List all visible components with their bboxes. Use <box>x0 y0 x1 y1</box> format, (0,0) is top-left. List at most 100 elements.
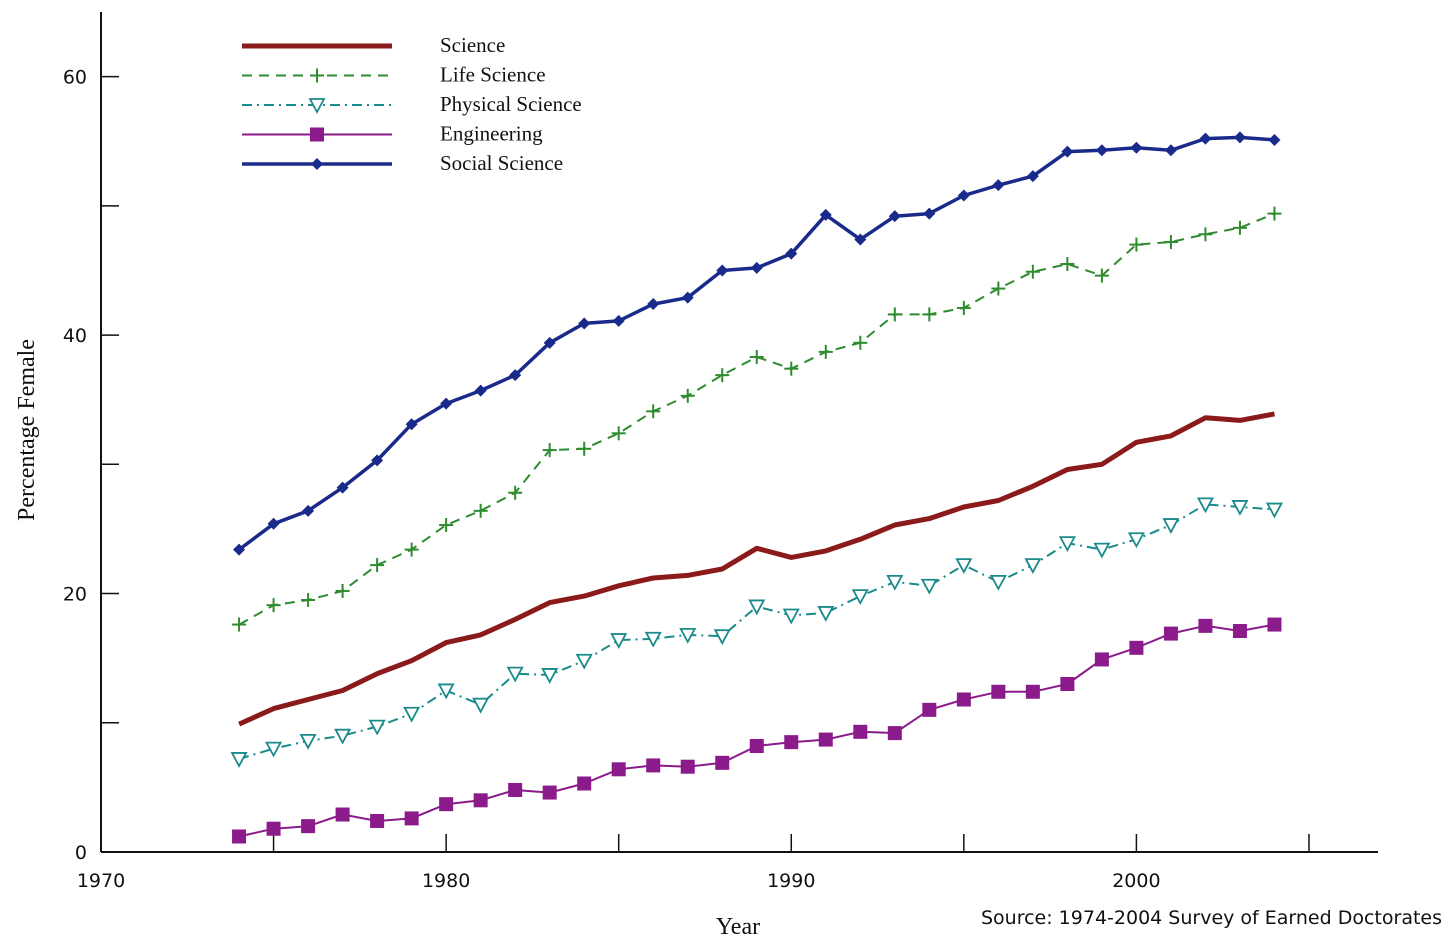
square-marker <box>853 724 868 739</box>
square-marker <box>473 793 488 808</box>
diamond-marker <box>336 481 349 494</box>
triangle-marker <box>472 697 490 714</box>
series-line-engineering <box>238 623 1275 838</box>
triangle-marker <box>575 653 593 670</box>
square-marker <box>335 807 350 822</box>
plus-marker <box>1025 264 1040 279</box>
triangle-marker <box>541 668 559 684</box>
x-tick-label: 1990 <box>767 870 815 892</box>
plus-marker <box>266 598 281 613</box>
plus-marker <box>1094 268 1109 283</box>
legend-label-physical-science: Physical Science <box>440 92 582 116</box>
diamond-marker <box>785 247 798 260</box>
plus-marker <box>335 583 350 598</box>
diamond-marker <box>647 298 660 311</box>
square-marker <box>508 782 523 797</box>
diamond-marker <box>1268 133 1281 146</box>
square-marker <box>439 797 454 812</box>
triangle-marker <box>1058 536 1076 553</box>
diamond-marker <box>819 208 832 221</box>
diamond-marker <box>612 314 625 327</box>
triangle-marker <box>920 578 938 595</box>
series-science <box>238 411 1275 727</box>
diamond-marker <box>957 189 970 202</box>
triangle-marker <box>230 752 248 768</box>
triangle-marker <box>679 627 697 644</box>
legend-item-social-science: Social Science <box>242 151 563 175</box>
plus-marker <box>1060 257 1075 271</box>
diamond-marker <box>474 384 487 397</box>
plus-marker <box>1163 235 1178 250</box>
diamond-marker <box>302 504 315 517</box>
diamond-marker <box>1164 144 1177 157</box>
diamond-marker <box>371 454 384 467</box>
square-marker <box>1094 652 1109 667</box>
triangle-marker <box>308 98 326 114</box>
square-marker <box>991 684 1006 699</box>
triangle-marker <box>1024 558 1042 575</box>
plus-marker <box>749 350 764 365</box>
diamond-marker <box>1199 132 1212 145</box>
diamond-marker <box>681 291 694 304</box>
diamond-marker <box>854 233 867 246</box>
y-axis-label: Percentage Female <box>14 339 40 521</box>
legend: Science Life Science Physical Science Engin… <box>242 33 582 175</box>
plus-marker <box>956 300 971 315</box>
triangle-marker <box>817 606 835 622</box>
triangle-marker <box>1162 518 1180 534</box>
triangle-marker <box>368 719 386 736</box>
plus-marker <box>232 617 247 632</box>
legend-item-engineering: Engineering <box>242 122 543 146</box>
x-tick-label: 1970 <box>77 870 125 892</box>
series-line-life-science <box>238 212 1275 626</box>
triangle-marker <box>1231 500 1249 516</box>
triangle-marker <box>1093 542 1111 559</box>
diamond-marker <box>992 179 1005 192</box>
series-line-physical-science <box>238 503 1275 760</box>
square-marker <box>818 732 833 747</box>
square-marker <box>749 739 764 754</box>
square-marker <box>1198 618 1213 633</box>
triangle-marker <box>989 575 1007 591</box>
plus-marker <box>508 485 523 500</box>
x-axis-label: Year <box>716 914 760 940</box>
legend-item-physical-science: Physical Science <box>242 92 582 116</box>
triangle-marker <box>437 683 455 700</box>
square-marker <box>611 762 626 777</box>
plus-marker <box>404 542 419 557</box>
series-layer <box>230 131 1283 844</box>
diamond-marker <box>1026 170 1039 183</box>
plus-marker <box>1267 206 1282 221</box>
legend-label-engineering: Engineering <box>440 122 543 146</box>
legend-label-science: Science <box>440 33 505 57</box>
plus-marker <box>310 68 324 83</box>
triangle-marker <box>851 589 869 606</box>
diamond-marker <box>750 261 763 274</box>
plus-marker <box>577 441 592 456</box>
diamond-marker <box>267 517 280 530</box>
x-tick-label: 2000 <box>1112 870 1160 892</box>
square-marker <box>301 819 316 834</box>
diamond-marker <box>509 369 522 382</box>
square-marker <box>956 692 971 707</box>
square-marker <box>266 821 281 836</box>
triangle-marker <box>886 575 904 591</box>
plus-marker <box>991 281 1006 296</box>
y-tick-label: 40 <box>63 325 87 347</box>
source-note: Source: 1974-2004 Survey of Earned Docto… <box>981 907 1442 929</box>
square-marker <box>1232 624 1247 639</box>
square-marker <box>1129 640 1144 655</box>
diamond-marker <box>888 210 901 223</box>
plus-marker <box>853 335 868 350</box>
diamond-marker <box>440 397 453 410</box>
y-tick-label: 20 <box>63 584 87 606</box>
triangle-marker <box>299 733 317 750</box>
legend-label-social-science: Social Science <box>440 151 563 175</box>
legend-item-life-science: Life Science <box>242 63 546 87</box>
square-marker <box>542 785 557 800</box>
series-line-social-science <box>238 135 1275 552</box>
plus-marker <box>680 388 695 403</box>
square-marker <box>784 735 799 750</box>
square-marker <box>646 758 661 773</box>
